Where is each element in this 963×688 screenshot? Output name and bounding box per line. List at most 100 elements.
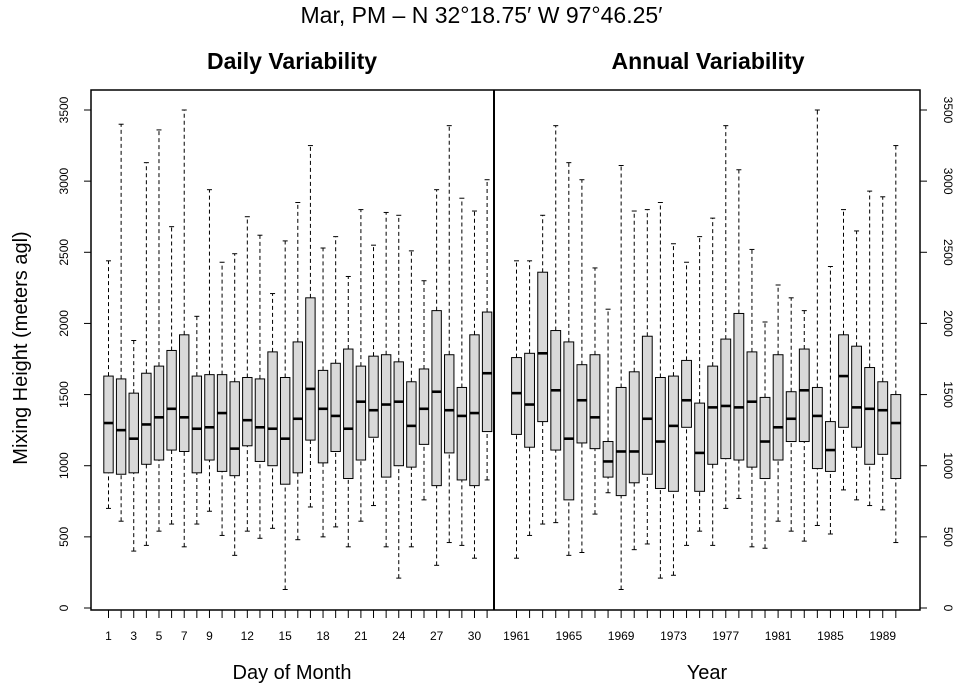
annual-x-tick-label: 1985	[817, 629, 844, 643]
daily-box	[141, 372, 152, 465]
daily-box	[115, 378, 127, 475]
annual-box	[654, 376, 666, 489]
daily-box	[444, 354, 455, 454]
annual-box	[707, 365, 719, 465]
y-axis-title: Mixing Height (meters agl)	[10, 231, 32, 464]
annual-box	[628, 371, 640, 484]
daily-x-tick-label: 27	[430, 629, 444, 643]
daily-box	[368, 355, 379, 438]
annual-x-tick-label: 1961	[503, 629, 530, 643]
y-tick-label-left: 1500	[57, 381, 71, 408]
annual-box	[811, 386, 823, 470]
annual-box	[602, 441, 614, 478]
daily-box	[279, 376, 291, 485]
annual-box	[838, 334, 849, 428]
y-tick-label-right: 3500	[941, 97, 955, 124]
annual-box	[537, 271, 549, 423]
daily-box	[267, 351, 278, 467]
daily-box	[380, 354, 392, 478]
annual-box	[720, 338, 732, 460]
annual-box	[785, 391, 797, 443]
daily-box	[431, 310, 442, 487]
y-tick-label-left: 0	[57, 604, 71, 611]
y-tick-label-right: 1000	[941, 452, 955, 479]
annual-x-tick-label: 1981	[765, 629, 792, 643]
y-tick-label-left: 2500	[57, 239, 71, 266]
daily-box	[128, 392, 139, 474]
annual-box	[589, 354, 601, 450]
daily-box	[204, 374, 215, 461]
annual-box	[825, 421, 836, 472]
annual-box	[877, 381, 889, 455]
daily-box	[242, 376, 253, 447]
annual-x-tick-label: 1969	[608, 629, 635, 643]
daily-box	[456, 386, 468, 481]
daily-x-tick-label: 7	[181, 629, 188, 643]
y-tick-label-right: 0	[941, 605, 955, 612]
daily-box	[481, 311, 493, 433]
y-tick-label-right: 2000	[941, 310, 955, 337]
annual-x-tick-label: 1977	[712, 629, 739, 643]
y-tick-label-left: 500	[57, 527, 71, 547]
y-tick-label-left: 1000	[57, 452, 71, 479]
daily-box	[305, 297, 316, 441]
annual-x-tick-label: 1965	[555, 629, 582, 643]
daily-box	[254, 378, 266, 462]
daily-box	[103, 375, 114, 474]
annual-box	[733, 312, 745, 461]
annual-box	[694, 402, 706, 492]
annual-box	[681, 359, 692, 428]
y-tick-label-left: 3000	[57, 167, 71, 194]
y-tick-label-right: 1500	[941, 381, 955, 408]
daily-box	[166, 349, 177, 451]
annual-x-tick-label: 1973	[660, 629, 687, 643]
daily-x-axis-title: Day of Month	[233, 662, 352, 684]
daily-x-tick-label: 30	[468, 629, 482, 643]
daily-x-tick-label: 21	[354, 629, 368, 643]
daily-x-tick-label: 3	[130, 629, 137, 643]
daily-box	[216, 374, 228, 472]
daily-box	[406, 381, 417, 468]
daily-box	[317, 369, 329, 464]
daily-box	[229, 381, 240, 477]
annual-box	[641, 335, 653, 475]
y-tick-label-left: 2000	[57, 310, 71, 337]
daily-x-tick-label: 5	[156, 629, 163, 643]
daily-box	[153, 365, 165, 461]
annual-box	[864, 367, 876, 465]
daily-x-tick-label: 24	[392, 629, 406, 643]
annual-box	[890, 394, 902, 480]
annual-x-axis-title: Year	[687, 662, 728, 684]
main-title: Mar, PM – N 32°18.75′ W 97°46.25′	[300, 2, 663, 28]
annual-box	[772, 354, 784, 461]
annual-box	[615, 386, 627, 497]
daily-box	[418, 368, 430, 445]
annual-box	[511, 357, 522, 435]
daily-box	[355, 365, 367, 461]
y-tick-label-left: 3500	[57, 96, 71, 123]
daily-box	[191, 375, 203, 474]
annual-box	[524, 352, 535, 448]
daily-x-tick-label: 1	[105, 629, 112, 643]
daily-box	[343, 348, 354, 480]
plot-frame	[90, 89, 921, 611]
annual-panel-title: Annual Variability	[612, 48, 805, 74]
annual-x-tick-label: 1989	[869, 629, 896, 643]
annual-box	[563, 341, 575, 501]
daily-x-tick-label: 9	[206, 629, 213, 643]
daily-x-tick-label: 15	[279, 629, 293, 643]
daily-box	[292, 341, 304, 474]
y-tick-label-right: 500	[941, 527, 955, 547]
annual-box	[576, 364, 588, 444]
daily-box	[469, 334, 480, 487]
annual-box	[851, 345, 862, 448]
daily-box	[330, 362, 341, 452]
annual-box	[668, 375, 679, 492]
daily-box	[393, 361, 404, 467]
daily-box	[179, 334, 190, 452]
y-tick-label-right: 3000	[941, 168, 955, 195]
daily-x-tick-label: 18	[316, 629, 330, 643]
annual-box	[798, 348, 810, 443]
y-tick-label-right: 2500	[941, 239, 955, 266]
